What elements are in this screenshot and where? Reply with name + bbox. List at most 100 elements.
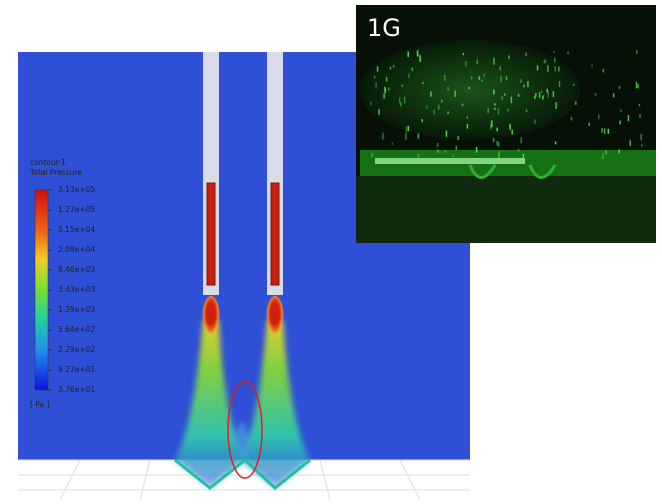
legend-label: 2.09e+04 (58, 245, 95, 254)
spark (461, 103, 464, 106)
spark (575, 101, 577, 105)
spark (553, 50, 555, 53)
spark (641, 143, 643, 147)
spark (468, 86, 470, 90)
plumes (175, 320, 310, 488)
spark (401, 84, 404, 87)
spark (399, 102, 402, 107)
spark (375, 82, 377, 88)
spark (547, 65, 549, 72)
spark (389, 66, 392, 70)
spark (554, 141, 557, 145)
spark (454, 90, 456, 98)
spark (534, 119, 536, 124)
spark (405, 126, 408, 133)
spark (462, 52, 465, 56)
spark (555, 102, 557, 109)
spark (407, 126, 410, 131)
spark (546, 88, 549, 93)
spark (436, 142, 439, 148)
spark (499, 66, 502, 71)
spark (525, 52, 527, 57)
spark (384, 86, 386, 91)
inset-label: 1G (367, 14, 401, 42)
spark (405, 133, 407, 140)
spark (455, 145, 458, 151)
v-edge (174, 458, 311, 490)
spark (505, 76, 508, 81)
spark (437, 149, 439, 153)
spark (493, 57, 495, 65)
spark (447, 111, 449, 115)
legend-labels: 3.13e+05 1.27e+05 5.15e+04 2.09e+04 8.46e+03… (48, 185, 95, 394)
spark (466, 116, 469, 119)
spark (433, 109, 435, 115)
spark (543, 60, 545, 63)
spark (376, 66, 379, 72)
spark (508, 55, 510, 59)
spark (417, 153, 420, 158)
spark (426, 105, 428, 109)
spark (378, 109, 380, 115)
jet-core (202, 296, 220, 340)
spark (509, 123, 511, 130)
spark (591, 64, 593, 68)
spark (398, 97, 401, 104)
spark (525, 109, 528, 113)
spark (520, 79, 522, 84)
legend-title: contour-1 (30, 158, 66, 167)
spark (487, 107, 489, 114)
legend-label: 5.64e+02 (58, 325, 95, 334)
spark (638, 104, 641, 107)
spark (547, 91, 549, 98)
spark (373, 75, 376, 79)
spark (618, 86, 621, 90)
legend-unit: [ Pa ] (30, 400, 49, 409)
spark (612, 93, 615, 98)
spark (382, 132, 384, 140)
spark (496, 127, 498, 132)
spark (602, 153, 604, 160)
spark (629, 140, 632, 147)
legend-label: 3.76e+01 (58, 385, 95, 394)
legend-label: 1.27e+05 (58, 205, 95, 214)
spark (542, 95, 544, 100)
spark (444, 150, 447, 153)
spark (457, 135, 459, 141)
spark (452, 154, 454, 157)
spark (627, 115, 630, 121)
spark (493, 89, 495, 95)
legend-label: 1.39e+03 (58, 305, 95, 314)
spark (635, 50, 638, 54)
rod (206, 182, 216, 286)
spark (567, 51, 569, 55)
spark (447, 87, 449, 91)
spark (554, 58, 556, 63)
spark (501, 96, 503, 101)
spark (637, 84, 639, 89)
spark (594, 93, 597, 96)
spark (588, 122, 590, 126)
spark (494, 107, 496, 110)
spark (445, 130, 448, 137)
spark (534, 96, 536, 99)
legend-label: 2.29e+02 (58, 345, 95, 354)
spark (385, 76, 388, 82)
spark (536, 65, 539, 71)
spark (383, 93, 385, 99)
spark (497, 108, 500, 115)
spark (411, 67, 414, 71)
spark (475, 146, 478, 153)
spark (503, 93, 506, 96)
spark (558, 81, 561, 88)
spark (483, 73, 485, 78)
spark (618, 149, 620, 154)
spark (497, 141, 500, 147)
spark (620, 109, 622, 113)
legend-label: 9.27e+01 (58, 365, 95, 374)
spark (407, 51, 409, 58)
spark (465, 61, 467, 67)
spark (495, 140, 498, 145)
spark (510, 96, 513, 104)
